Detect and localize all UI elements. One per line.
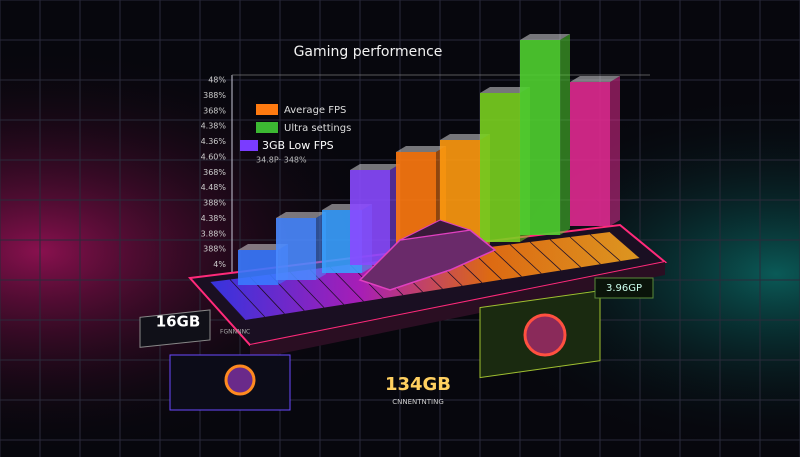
badge-subtext: FGNNNNC [220,329,250,336]
badge-right: 3.96GP [479,277,654,379]
legend-label: Average FPS [284,105,346,116]
legend-label: Ultra settings [284,123,351,134]
bar-top [276,212,326,218]
bar-top [570,76,620,82]
legend-label: 34.8P· 348% [256,156,307,165]
bar-front [276,218,316,280]
legend: Average FPS Ultra settings 3GB Low FPS 3… [240,104,351,165]
legend-swatch [256,122,278,133]
floor-line [209,281,246,321]
floor-line [489,246,522,277]
chart-title: Gaming performence [294,44,443,60]
axis-label: 368% [203,168,226,177]
bar-front [480,93,520,242]
bar-top [480,87,530,93]
legend-label: 3GB Low FPS [262,139,334,152]
bar-front [238,250,278,285]
bar-front [350,170,390,265]
axis-labels: 48% 388% 368% 4.38% 4.36% 4.60% 368% 4.48% 388% 4… [201,76,227,285]
bar-side [560,34,570,235]
axis-label: 388% [203,245,226,254]
axis-label: 388% [203,199,226,208]
axis-label: 4.60% [201,152,227,161]
axis-label: 4.38% [201,214,227,223]
bar-top [520,34,570,40]
bar-front [570,82,610,226]
floor-line [589,234,621,262]
floor-line [569,236,601,265]
floor-line [609,231,641,259]
floor-line [529,241,562,271]
bar-top [238,244,288,250]
bar-top [440,134,490,140]
bar-top [396,146,446,152]
badge-text: 134GB [385,374,451,395]
badge-left: 16GB FGNNNNC [139,309,291,411]
axis-label: 3.88% [201,229,227,238]
bar-top [350,164,400,170]
axis-label: 368% [203,106,226,115]
badge-text: 3.96GP [606,283,642,294]
floor-line [509,244,542,274]
ship [358,219,497,291]
badge-subtext: CNNENTNTING [392,398,444,406]
axis-label: 48% [208,76,226,85]
legend-swatch [256,104,278,115]
bar-front [520,40,560,235]
axis-label: 4.48% [201,183,227,192]
bar-side [610,76,620,226]
floor-line [229,279,266,318]
badge-center: 134GB CNNENTNTING [385,374,451,406]
legend-swatch [240,140,258,151]
floor-line [549,239,582,268]
axis-label: 388% [203,91,226,100]
axis-label: 4.36% [201,137,227,146]
badge-text: 16GB [156,313,201,331]
axis-label: 4% [213,260,226,269]
axis-label: 4.38% [201,122,227,131]
